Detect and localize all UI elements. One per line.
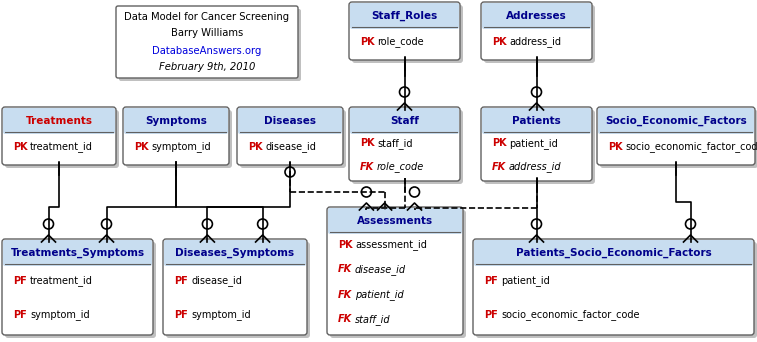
- FancyBboxPatch shape: [328, 208, 462, 234]
- Text: address_id: address_id: [509, 161, 562, 172]
- Text: FK: FK: [338, 289, 352, 300]
- Text: Diseases: Diseases: [264, 116, 316, 126]
- FancyBboxPatch shape: [473, 239, 754, 335]
- FancyBboxPatch shape: [116, 6, 298, 78]
- FancyBboxPatch shape: [124, 108, 228, 134]
- FancyBboxPatch shape: [2, 239, 153, 335]
- Text: Data Model for Cancer Screening: Data Model for Cancer Screening: [124, 12, 290, 22]
- FancyBboxPatch shape: [240, 110, 346, 168]
- FancyBboxPatch shape: [474, 240, 753, 266]
- Text: Barry Williams: Barry Williams: [171, 28, 243, 39]
- FancyBboxPatch shape: [597, 107, 755, 165]
- Text: PF: PF: [484, 276, 498, 286]
- Text: Diseases_Symptoms: Diseases_Symptoms: [176, 248, 294, 258]
- FancyBboxPatch shape: [126, 110, 232, 168]
- FancyBboxPatch shape: [598, 108, 754, 134]
- Text: staff_id: staff_id: [355, 314, 391, 325]
- Text: role_code: role_code: [377, 37, 424, 48]
- Text: PF: PF: [174, 276, 188, 286]
- FancyBboxPatch shape: [238, 108, 342, 134]
- FancyBboxPatch shape: [330, 210, 466, 338]
- Text: PF: PF: [13, 276, 26, 286]
- Text: PK: PK: [338, 239, 353, 250]
- FancyBboxPatch shape: [164, 240, 306, 266]
- Text: Treatments: Treatments: [26, 116, 92, 126]
- Text: symptom_id: symptom_id: [151, 142, 210, 153]
- Text: disease_id: disease_id: [355, 264, 406, 275]
- Text: symptom_id: symptom_id: [30, 310, 89, 320]
- Text: PK: PK: [492, 139, 506, 148]
- FancyBboxPatch shape: [349, 2, 460, 60]
- Text: FK: FK: [492, 161, 506, 171]
- Text: DatabaseAnswers.org: DatabaseAnswers.org: [152, 45, 262, 55]
- Text: Staff: Staff: [390, 116, 419, 126]
- Text: PK: PK: [134, 142, 148, 152]
- FancyBboxPatch shape: [163, 239, 307, 335]
- Text: Assessments: Assessments: [357, 216, 433, 226]
- Text: PK: PK: [360, 139, 375, 148]
- FancyBboxPatch shape: [484, 5, 595, 63]
- FancyBboxPatch shape: [350, 3, 459, 29]
- FancyBboxPatch shape: [166, 242, 310, 338]
- Text: staff_id: staff_id: [377, 138, 413, 149]
- FancyBboxPatch shape: [119, 9, 301, 81]
- FancyBboxPatch shape: [350, 108, 459, 134]
- Text: February 9th, 2010: February 9th, 2010: [159, 63, 255, 73]
- Text: disease_id: disease_id: [265, 142, 316, 153]
- Text: Socio_Economic_Factors: Socio_Economic_Factors: [605, 116, 747, 126]
- Text: symptom_id: symptom_id: [191, 310, 251, 320]
- FancyBboxPatch shape: [349, 107, 460, 181]
- FancyBboxPatch shape: [327, 207, 463, 335]
- Text: patient_id: patient_id: [355, 289, 403, 300]
- Text: address_id: address_id: [509, 37, 561, 48]
- FancyBboxPatch shape: [482, 3, 591, 29]
- FancyBboxPatch shape: [476, 242, 757, 338]
- Text: PK: PK: [360, 37, 375, 47]
- FancyBboxPatch shape: [352, 5, 463, 63]
- Text: PF: PF: [484, 310, 498, 320]
- Text: Symptoms: Symptoms: [145, 116, 207, 126]
- Text: Patients_Socio_Economic_Factors: Patients_Socio_Economic_Factors: [516, 248, 712, 258]
- FancyBboxPatch shape: [5, 110, 119, 168]
- Text: PK: PK: [13, 142, 27, 152]
- Text: socio_economic_factor_code: socio_economic_factor_code: [501, 310, 640, 320]
- Text: treatment_id: treatment_id: [30, 142, 93, 153]
- Text: PK: PK: [492, 37, 506, 47]
- Text: patient_id: patient_id: [509, 138, 558, 149]
- Text: patient_id: patient_id: [501, 276, 550, 287]
- Text: treatment_id: treatment_id: [30, 276, 93, 287]
- FancyBboxPatch shape: [481, 2, 592, 60]
- Text: Addresses: Addresses: [506, 11, 567, 21]
- Text: Treatments_Symptoms: Treatments_Symptoms: [11, 248, 145, 258]
- FancyBboxPatch shape: [484, 110, 595, 184]
- FancyBboxPatch shape: [600, 110, 757, 168]
- Text: disease_id: disease_id: [191, 276, 242, 287]
- FancyBboxPatch shape: [481, 107, 592, 181]
- Text: FK: FK: [360, 161, 374, 171]
- FancyBboxPatch shape: [5, 242, 156, 338]
- Text: Staff_Roles: Staff_Roles: [372, 11, 438, 21]
- FancyBboxPatch shape: [3, 240, 152, 266]
- Text: PK: PK: [608, 142, 622, 152]
- Text: assessment_id: assessment_id: [355, 239, 427, 250]
- FancyBboxPatch shape: [237, 107, 343, 165]
- FancyBboxPatch shape: [3, 108, 115, 134]
- Text: PF: PF: [13, 310, 26, 320]
- Text: PF: PF: [174, 310, 188, 320]
- Text: role_code: role_code: [377, 161, 424, 172]
- FancyBboxPatch shape: [123, 107, 229, 165]
- Text: PK: PK: [248, 142, 263, 152]
- Text: FK: FK: [338, 315, 352, 325]
- Text: Patients: Patients: [512, 116, 561, 126]
- FancyBboxPatch shape: [2, 107, 116, 165]
- FancyBboxPatch shape: [482, 108, 591, 134]
- Text: socio_economic_factor_code: socio_economic_factor_code: [625, 142, 757, 153]
- FancyBboxPatch shape: [352, 110, 463, 184]
- Text: FK: FK: [338, 264, 352, 275]
